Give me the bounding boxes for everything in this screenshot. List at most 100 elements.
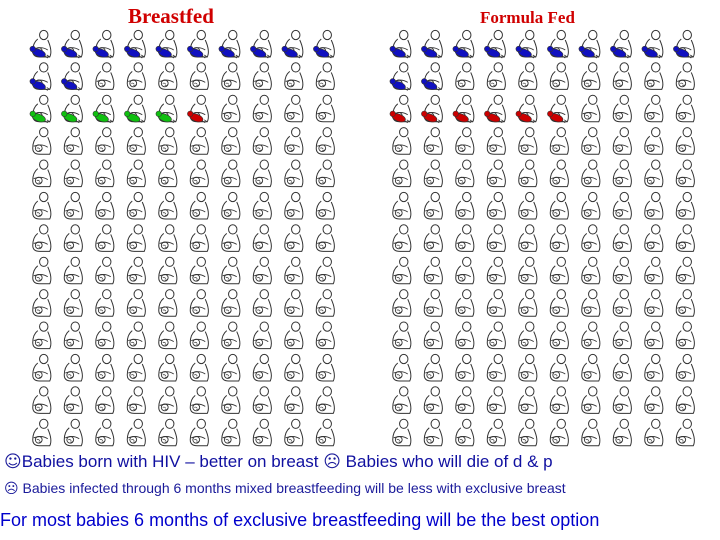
mother-and-baby-icon — [95, 418, 115, 447]
mother-and-baby-icon — [644, 159, 664, 188]
mother-and-baby-icon — [581, 94, 601, 123]
blue-baby-marker — [421, 78, 442, 91]
red-baby-marker — [515, 110, 536, 124]
mother-and-baby-icon — [158, 321, 178, 350]
mother-and-baby-icon — [189, 386, 209, 414]
mother-and-baby-icon — [392, 159, 412, 188]
mother-and-baby-icon — [518, 127, 538, 155]
mother-and-baby-icon — [284, 94, 304, 123]
mother-and-baby-icon — [221, 256, 241, 285]
mother-and-baby-icon — [581, 224, 601, 252]
mother-and-baby-icon — [32, 159, 52, 188]
red-baby-marker — [484, 110, 505, 124]
mother-and-baby-icon — [518, 386, 538, 414]
mother-and-baby-icon — [486, 289, 506, 317]
mother-and-baby-icon — [189, 353, 209, 382]
mother-and-baby-icon — [32, 386, 52, 414]
mother-and-baby-icon — [315, 386, 335, 414]
mother-and-baby-icon — [581, 321, 601, 350]
red-baby-marker — [421, 110, 442, 124]
mother-and-baby-icon — [423, 256, 443, 285]
red-baby-marker — [389, 110, 410, 124]
mother-and-baby-icon — [549, 418, 569, 447]
mother-and-baby-icon — [189, 418, 209, 447]
mother-and-baby-icon — [644, 127, 664, 155]
mother-and-baby-icon — [518, 224, 538, 252]
mother-and-baby-icon — [612, 386, 632, 414]
mother-and-baby-icon — [32, 418, 52, 447]
mother-and-baby-icon — [392, 418, 412, 447]
mother-and-baby-icon — [549, 62, 569, 90]
mother-and-baby-icon — [549, 159, 569, 188]
mother-and-baby-icon — [455, 321, 475, 350]
mother-and-baby-icon — [455, 224, 475, 252]
breastfed-title: Breastfed — [128, 4, 214, 28]
mother-and-baby-icon — [675, 191, 695, 220]
mother-and-baby-icon — [284, 62, 304, 90]
mother-and-baby-icon — [612, 191, 632, 220]
formula-fed-title: Formula Fed — [480, 8, 575, 27]
mother-and-baby-icon — [455, 386, 475, 414]
mother-and-baby-icon — [126, 256, 146, 285]
mother-and-baby-icon — [252, 62, 272, 90]
mother-and-baby-icon — [455, 127, 475, 155]
mother-and-baby-icon — [581, 127, 601, 155]
mother-and-baby-icon — [612, 159, 632, 188]
mother-and-baby-icon — [518, 191, 538, 220]
mother-and-baby-icon — [675, 159, 695, 188]
formula-fed-grid — [386, 28, 701, 454]
mother-and-baby-icon — [189, 159, 209, 188]
blue-baby-marker — [29, 45, 50, 59]
mother-and-baby-icon — [315, 224, 335, 252]
mother-and-baby-icon — [221, 62, 241, 90]
mother-and-baby-icon — [423, 321, 443, 350]
breastfed-grid — [26, 28, 341, 454]
mother-and-baby-icon — [189, 289, 209, 317]
mother-and-baby-icon — [221, 321, 241, 350]
mother-and-baby-icon — [392, 191, 412, 220]
mother-and-baby-icon — [221, 94, 241, 123]
mother-and-baby-icon — [126, 418, 146, 447]
mother-and-baby-icon — [612, 127, 632, 155]
mother-and-baby-icon — [32, 224, 52, 252]
legend-line-2: ☹ Babies infected through 6 months mixed… — [4, 480, 566, 497]
mother-and-baby-icon — [392, 127, 412, 155]
mother-and-baby-icon — [158, 256, 178, 285]
icon-grid — [29, 29, 335, 447]
smiley-icon: ☺ — [4, 452, 22, 472]
mother-and-baby-icon — [315, 62, 335, 90]
mother-and-baby-icon — [95, 29, 115, 58]
blue-baby-marker — [547, 45, 568, 59]
mother-and-baby-icon — [455, 256, 475, 285]
mother-and-baby-icon — [126, 62, 146, 90]
mother-and-baby-icon — [549, 224, 569, 252]
mother-and-baby-icon — [644, 418, 664, 447]
blue-baby-marker — [484, 45, 505, 59]
mother-and-baby-icon — [95, 127, 115, 155]
mother-and-baby-icon — [644, 256, 664, 285]
mother-and-baby-icon — [315, 159, 335, 188]
mother-and-baby-icon — [284, 224, 304, 252]
blue-baby-marker — [187, 45, 208, 59]
mother-and-baby-icon — [95, 321, 115, 350]
blue-baby-marker — [578, 45, 599, 59]
blue-baby-marker — [452, 45, 473, 59]
mother-and-baby-icon — [675, 386, 695, 414]
blue-baby-marker — [61, 78, 82, 91]
mother-and-baby-icon — [455, 159, 475, 188]
mother-and-baby-icon — [549, 256, 569, 285]
mother-and-baby-icon — [252, 353, 272, 382]
mother-and-baby-icon — [252, 321, 272, 350]
mother-and-baby-icon — [252, 191, 272, 220]
mother-and-baby-icon — [32, 289, 52, 317]
mother-and-baby-icon — [549, 191, 569, 220]
mother-and-baby-icon — [675, 418, 695, 447]
mother-and-baby-icon — [644, 386, 664, 414]
blue-baby-marker — [389, 45, 410, 59]
mother-and-baby-icon — [581, 191, 601, 220]
mother-and-baby-icon — [32, 191, 52, 220]
mother-and-baby-icon — [95, 353, 115, 382]
mother-and-baby-icon — [518, 289, 538, 317]
mother-and-baby-icon — [221, 418, 241, 447]
mother-and-baby-icon — [675, 321, 695, 350]
